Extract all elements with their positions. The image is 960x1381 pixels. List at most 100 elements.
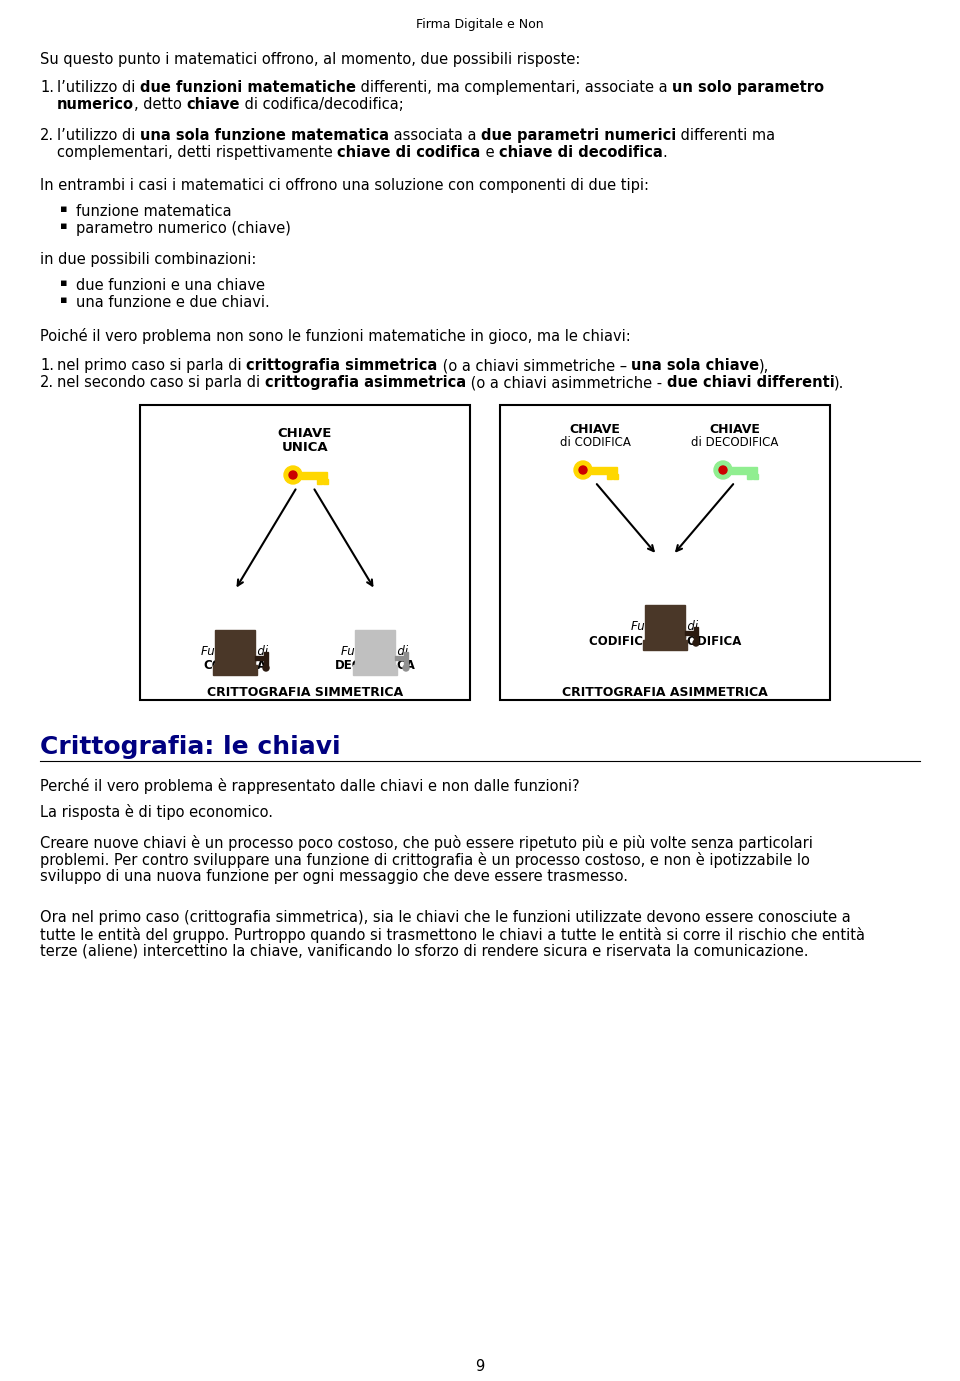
Text: Creare nuove chiavi è un processo poco costoso, che può essere ripetuto più e pi: Creare nuove chiavi è un processo poco c… [40,836,813,851]
Bar [317,478,322,483]
Text: DECODIFICA: DECODIFICA [335,659,416,673]
Text: una funzione e due chiavi.: una funzione e due chiavi. [76,296,270,309]
Bar [213,666,257,675]
Text: due funzioni matematiche: due funzioni matematiche [140,80,356,95]
Bar [264,652,268,668]
Text: due parametri numerici: due parametri numerici [481,128,677,144]
Circle shape [714,461,732,479]
Circle shape [263,666,269,671]
Text: CRITTOGRAFIA ASIMMETRICA: CRITTOGRAFIA ASIMMETRICA [563,686,768,699]
Text: ▪: ▪ [60,204,67,214]
Text: differenti ma: differenti ma [677,128,776,144]
Text: CHIAVE: CHIAVE [709,423,760,436]
Text: in due possibili combinazioni:: in due possibili combinazioni: [40,251,256,267]
Text: complementari, detti rispettivamente: complementari, detti rispettivamente [57,145,337,160]
Bar [301,471,327,478]
Text: l’utilizzo di: l’utilizzo di [57,128,140,144]
Text: associata a: associata a [389,128,481,144]
Text: due chiavi differenti: due chiavi differenti [666,376,834,389]
Bar [355,630,395,668]
Text: di codifica/decodifica;: di codifica/decodifica; [240,97,404,112]
Text: tutte le entità del gruppo. Purtroppo quando si trasmettono le chiavi a tutte le: tutte le entità del gruppo. Purtroppo qu… [40,927,865,943]
Text: un solo parametro: un solo parametro [672,80,825,95]
Text: Poiché il vero problema non sono le funzioni matematiche in gioco, ma le chiavi:: Poiché il vero problema non sono le funz… [40,329,631,344]
Bar [404,652,408,668]
Text: Funzione di: Funzione di [632,620,699,632]
Circle shape [719,465,727,474]
Text: ▪: ▪ [60,296,67,305]
Bar [694,627,698,644]
Text: 1.: 1. [40,358,54,373]
Circle shape [289,471,297,479]
Circle shape [693,639,699,646]
Bar [685,631,697,635]
Bar [323,478,328,483]
Text: 9: 9 [475,1359,485,1374]
Bar [215,630,255,668]
Text: parametro numerico (chiave): parametro numerico (chiave) [76,221,291,236]
Bar [140,405,470,700]
Text: e: e [481,145,499,160]
Text: crittografia simmetrica: crittografia simmetrica [247,358,438,373]
Text: ),: ), [759,358,770,373]
Text: di CODIFICA: di CODIFICA [560,436,631,449]
Text: ▪: ▪ [60,278,67,289]
Text: CHIAVE: CHIAVE [277,427,332,441]
Text: CODIFICA/ DECODIFICA: CODIFICA/ DECODIFICA [588,634,741,648]
Bar [645,605,685,644]
Text: Su questo punto i matematici offrono, al momento, due possibili risposte:: Su questo punto i matematici offrono, al… [40,52,581,68]
Text: 2.: 2. [40,376,54,389]
Bar [500,405,830,700]
Text: una sola chiave: una sola chiave [632,358,759,373]
Text: Firma Digitale e Non: Firma Digitale e Non [417,18,543,30]
Text: 1.: 1. [40,80,54,95]
Bar [591,467,617,474]
Text: La risposta è di tipo economico.: La risposta è di tipo economico. [40,804,273,820]
Text: (o a chiavi asimmetriche -: (o a chiavi asimmetriche - [466,376,666,389]
Text: funzione matematica: funzione matematica [76,204,231,220]
Circle shape [403,666,409,671]
Circle shape [284,465,302,483]
Bar [753,474,758,478]
Text: crittografia asimmetrica: crittografia asimmetrica [265,376,466,389]
Circle shape [579,465,587,474]
Text: (o a chiavi simmetriche –: (o a chiavi simmetriche – [438,358,632,373]
Text: chiave di codifica: chiave di codifica [337,145,481,160]
Text: UNICA: UNICA [281,441,328,454]
Text: Funzione di: Funzione di [342,645,409,657]
Bar [607,474,612,478]
Bar [353,666,397,675]
Text: nel primo caso si parla di: nel primo caso si parla di [57,358,247,373]
Text: , detto: , detto [134,97,186,112]
Text: Perché il vero problema è rappresentato dalle chiavi e non dalle funzioni?: Perché il vero problema è rappresentato … [40,778,580,794]
Text: numerico: numerico [57,97,134,112]
Text: CODIFICA: CODIFICA [204,659,267,673]
Text: l’utilizzo di: l’utilizzo di [57,80,140,95]
Text: ▪: ▪ [60,221,67,231]
Bar [613,474,618,478]
Bar [395,656,407,660]
Circle shape [574,461,592,479]
Text: chiave di decodifica: chiave di decodifica [499,145,662,160]
Text: Crittografia: le chiavi: Crittografia: le chiavi [40,735,341,760]
Text: CRITTOGRAFIA SIMMETRICA: CRITTOGRAFIA SIMMETRICA [207,686,403,699]
Text: una sola funzione matematica: una sola funzione matematica [140,128,389,144]
Text: nel secondo caso si parla di: nel secondo caso si parla di [57,376,265,389]
Text: di DECODIFICA: di DECODIFICA [691,436,779,449]
Text: 2.: 2. [40,128,54,144]
Text: terze (aliene) intercettino la chiave, vanificando lo sforzo di rendere sicura e: terze (aliene) intercettino la chiave, v… [40,945,808,958]
Text: ).: ). [834,376,845,389]
Text: due funzioni e una chiave: due funzioni e una chiave [76,278,265,293]
Text: sviluppo di una nuova funzione per ogni messaggio che deve essere trasmesso.: sviluppo di una nuova funzione per ogni … [40,869,628,884]
Text: chiave: chiave [186,97,240,112]
Text: problemi. Per contro sviluppare una funzione di crittografia è un processo costo: problemi. Per contro sviluppare una funz… [40,852,810,869]
Text: .: . [662,145,667,160]
Bar [731,467,757,474]
Bar [643,639,687,650]
Text: Funzione di: Funzione di [202,645,269,657]
Text: Ora nel primo caso (crittografia simmetrica), sia le chiavi che le funzioni util: Ora nel primo caso (crittografia simmetr… [40,910,851,925]
Text: In entrambi i casi i matematici ci offrono una soluzione con componenti di due t: In entrambi i casi i matematici ci offro… [40,178,649,193]
Bar [747,474,752,478]
Bar [255,656,267,660]
Text: differenti, ma complementari, associate a: differenti, ma complementari, associate … [356,80,672,95]
